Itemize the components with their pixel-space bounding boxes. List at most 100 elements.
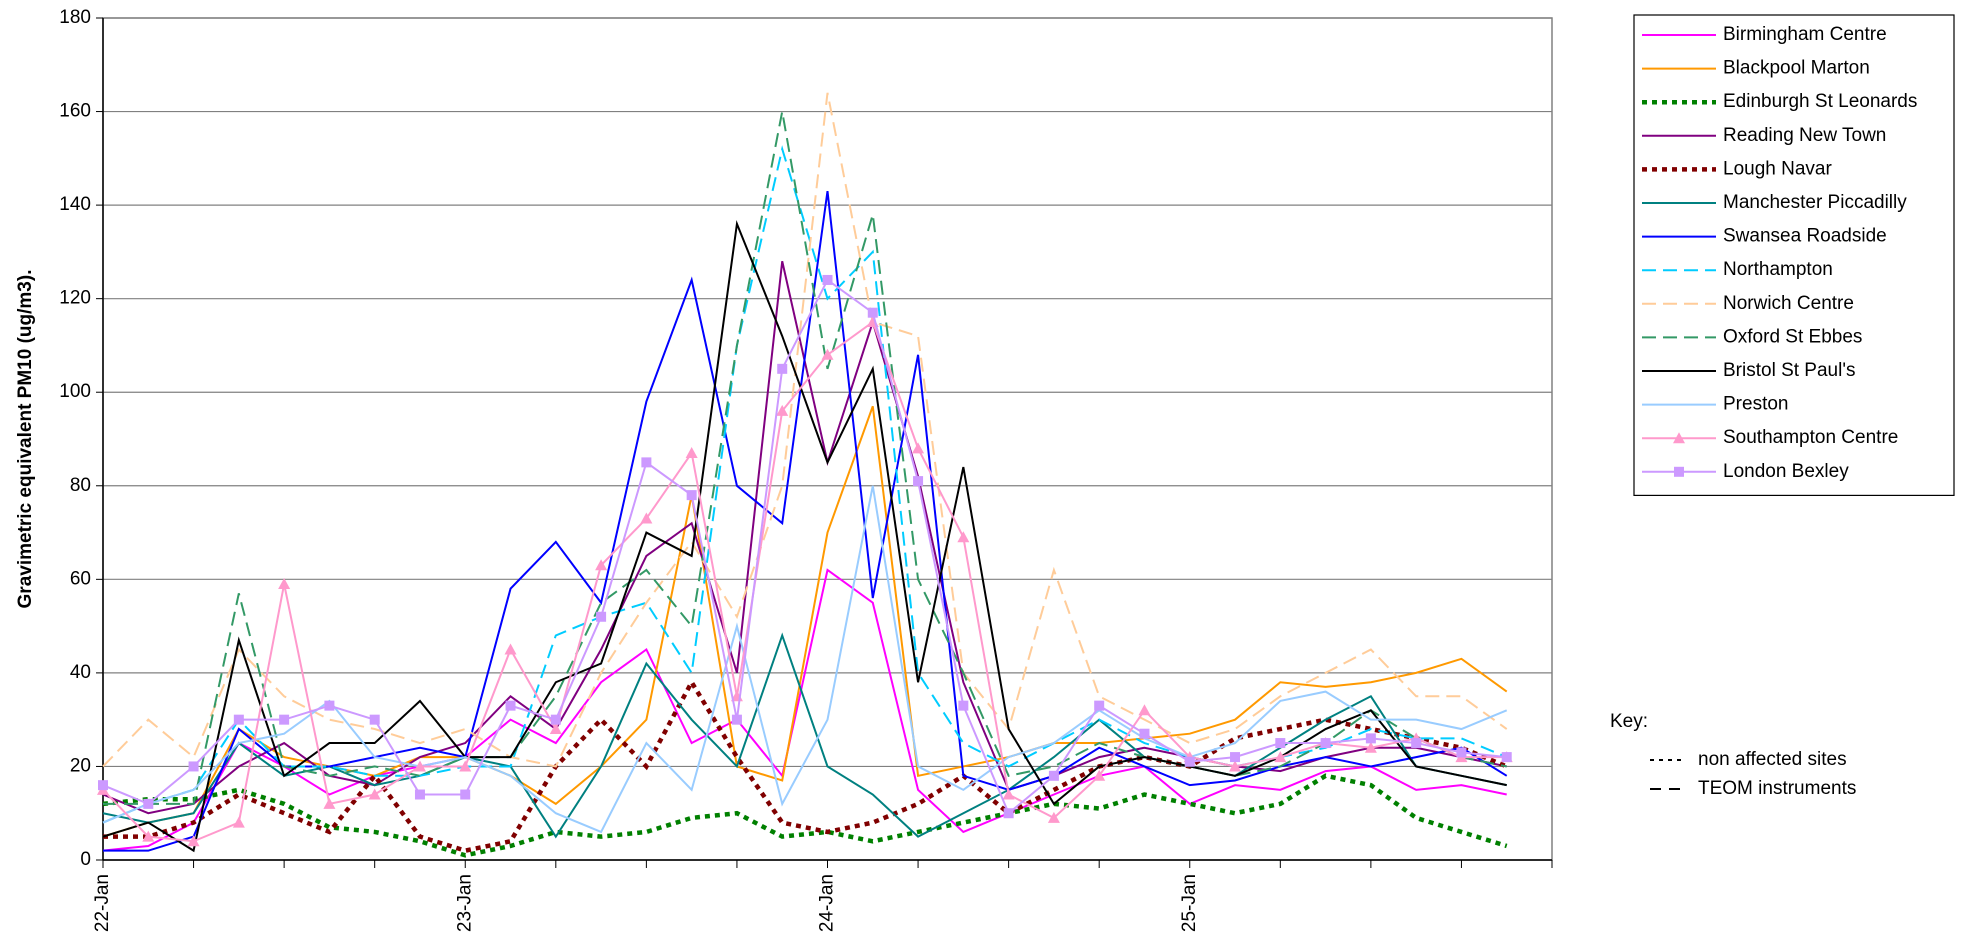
point-marker [731,714,742,725]
point-marker [1002,788,1015,800]
point-marker [549,723,562,735]
point-marker [821,348,834,360]
y-tick-label: 180 [59,7,91,28]
x-tick-label: 25-Jan [1179,874,1200,932]
legend-label: Swansea Roadside [1723,226,1887,247]
point-marker [1094,700,1105,711]
legend-label: Southampton Centre [1723,427,1898,448]
point-marker [460,789,471,800]
y-tick-label: 0 [80,849,91,870]
series-line [102,145,1508,824]
series-line [102,219,1507,853]
y-tick-label: 120 [59,288,91,309]
point-marker [1501,752,1512,763]
point-marker [1093,769,1106,781]
point-marker [1048,770,1059,781]
series-line [103,190,1508,852]
legend-label: Oxford St Ebbes [1723,326,1862,347]
point-marker [1047,811,1060,823]
point-marker [777,363,788,374]
point-marker [368,788,381,800]
y-tick-label: 80 [70,475,91,496]
point-marker [1320,738,1331,749]
point-marker [550,714,561,725]
legend-label: Blackpool Marton [1723,58,1870,79]
point-marker [913,476,924,487]
point-marker [822,274,833,285]
x-tick-label: 23-Jan [454,874,475,932]
series-line [103,111,1507,805]
legend-marker [1673,432,1685,444]
y-tick-label: 160 [59,101,91,122]
legend-label: Lough Navar [1723,158,1832,179]
point-marker [1003,808,1014,819]
legend-label: Bristol St Paul's [1723,360,1855,381]
series-line [102,773,1508,858]
point-marker [414,789,425,800]
point-marker [459,760,472,772]
series-line [102,278,1507,815]
point-marker [323,797,336,809]
series-line [102,485,1508,834]
y-axis-label: Gravimetric equivalent PM10 (ug/m3). [15,270,36,609]
x-tick-label: 22-Jan [92,874,113,932]
point-marker [912,442,925,454]
y-tick-label: 40 [70,662,91,683]
point-marker [686,490,697,501]
point-marker [595,559,608,571]
point-marker [1229,760,1242,772]
point-marker [685,447,698,459]
key-label: non affected sites [1698,749,1847,770]
point-marker [1184,756,1195,767]
y-tick-label: 140 [59,194,91,215]
point-marker [1456,747,1467,758]
point-marker [142,830,155,842]
y-tick-label: 20 [70,755,91,776]
legend-label: Edinburgh St Leonards [1723,91,1917,112]
legend-label: Birmingham Centre [1723,24,1887,45]
point-marker [1139,728,1150,739]
point-marker [143,798,154,809]
point-marker [504,643,517,655]
series-line [102,632,1507,839]
point-marker [232,816,245,828]
y-tick-label: 60 [70,568,91,589]
point-marker [324,700,335,711]
point-marker [279,714,290,725]
plot-area [102,17,1553,861]
point-marker [1230,752,1241,763]
point-marker [278,578,291,590]
series-line [102,92,1508,768]
y-tick-label: 100 [59,381,91,402]
point-marker [187,835,200,847]
point-marker [1275,738,1286,749]
legend-label: Northampton [1723,259,1833,280]
legend-box [1633,14,1955,496]
series-line [102,320,1507,843]
point-marker [1138,704,1151,716]
legend-marker [1674,466,1684,477]
legend-label: London Bexley [1723,461,1849,482]
point-marker [640,512,653,524]
key-label: TEOM instruments [1698,778,1856,799]
legend-label: Manchester Piccadilly [1723,192,1907,213]
legend-label: Norwich Centre [1723,293,1854,314]
legend-label: Preston [1723,394,1788,415]
point-marker [188,761,199,772]
point-marker [98,780,108,791]
x-tick-label: 24-Jan [817,874,838,932]
point-marker [867,307,878,318]
point-marker [1274,751,1287,763]
point-marker [505,700,516,711]
legend-label: Reading New Town [1723,125,1886,146]
point-marker [1411,738,1422,749]
point-marker [1365,733,1376,744]
series-line [102,568,1507,852]
point-marker [776,404,789,416]
point-marker [957,531,970,543]
point-marker [1364,741,1377,753]
point-marker [413,760,426,772]
point-marker [596,611,607,622]
point-marker [369,714,380,725]
